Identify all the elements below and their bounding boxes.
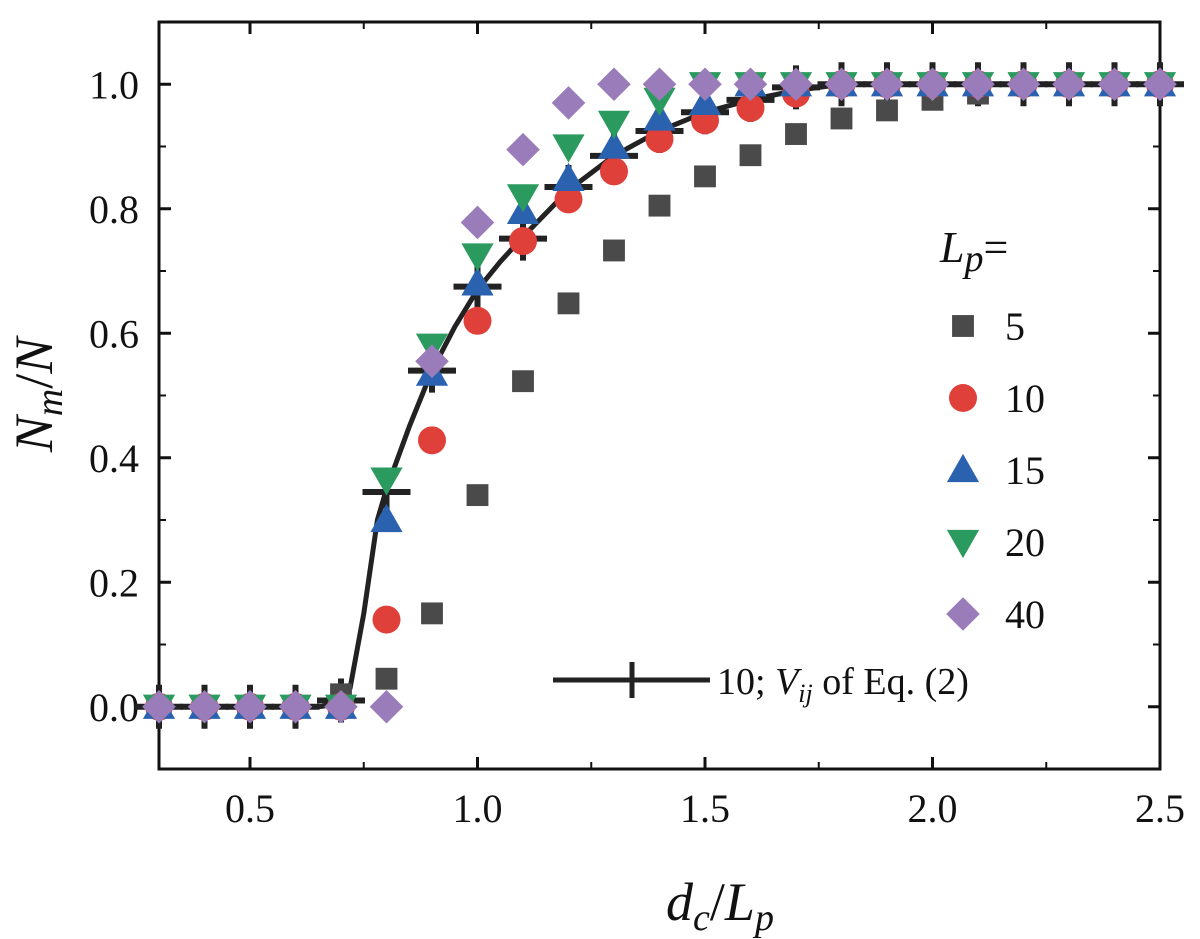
data-point bbox=[694, 165, 716, 188]
data-point bbox=[603, 239, 625, 262]
data-point bbox=[645, 125, 674, 154]
legend-marker bbox=[946, 529, 980, 559]
x-tick-label: 0.5 bbox=[225, 786, 275, 831]
legend: Lp= 5 10 15 20 40 bbox=[939, 223, 1045, 637]
x-tick-label: 2.0 bbox=[908, 786, 958, 831]
y-tick-label: 1.0 bbox=[89, 62, 139, 107]
data-point bbox=[461, 243, 494, 272]
legend-label: 15 bbox=[1005, 448, 1045, 493]
data-point bbox=[554, 185, 583, 214]
y-ticks: 0.0 0.2 0.4 0.6 0.8 1.0 bbox=[89, 62, 1160, 730]
data-point bbox=[461, 267, 494, 296]
data-point bbox=[643, 87, 676, 116]
legend-marker bbox=[949, 384, 977, 412]
data-point bbox=[370, 467, 403, 496]
data-point bbox=[552, 162, 585, 191]
fit-legend-label: 10; Vij of Eq. (2) bbox=[717, 661, 969, 708]
data-point bbox=[733, 67, 768, 102]
x-tick-label: 2.5 bbox=[1135, 786, 1185, 831]
data-point bbox=[739, 144, 762, 167]
data-point bbox=[961, 67, 995, 102]
data-point bbox=[369, 689, 404, 724]
x-ticks: 0.5 1.0 1.5 2.0 2.5 bbox=[225, 22, 1185, 831]
data-point bbox=[785, 123, 807, 145]
data-point bbox=[1143, 67, 1177, 102]
data-point bbox=[421, 602, 443, 625]
y-tick-label: 0.8 bbox=[89, 187, 139, 232]
legend-label: 20 bbox=[1005, 520, 1045, 565]
data-point bbox=[372, 605, 401, 634]
data-point bbox=[506, 132, 540, 167]
data-point bbox=[278, 689, 313, 724]
data-point bbox=[370, 503, 403, 533]
data-point bbox=[460, 205, 495, 240]
data-point bbox=[642, 67, 677, 102]
data-point bbox=[648, 194, 671, 217]
data-point bbox=[876, 99, 898, 122]
data-point bbox=[597, 110, 631, 139]
data-point bbox=[1052, 67, 1086, 102]
data-point bbox=[557, 292, 580, 315]
data-point bbox=[824, 67, 859, 102]
x-axis-label: dc/Lp bbox=[666, 872, 774, 939]
data-point bbox=[463, 306, 492, 335]
data-point bbox=[418, 426, 446, 455]
data-point bbox=[506, 184, 540, 213]
data-series bbox=[142, 67, 1177, 724]
series-40 bbox=[142, 67, 1177, 724]
data-point bbox=[551, 86, 586, 120]
data-point bbox=[870, 67, 904, 102]
data-point bbox=[597, 130, 631, 159]
data-point bbox=[512, 370, 534, 393]
legend-title: Lp= bbox=[939, 223, 1008, 280]
y-tick-label: 0.0 bbox=[89, 685, 139, 730]
legend-marker bbox=[946, 597, 980, 631]
data-point bbox=[187, 689, 222, 724]
data-point bbox=[466, 484, 489, 507]
data-point bbox=[779, 67, 813, 102]
data-point bbox=[688, 67, 722, 102]
data-point bbox=[1006, 67, 1041, 102]
data-point bbox=[233, 689, 267, 724]
data-point bbox=[830, 107, 853, 130]
legend-label: 10 bbox=[1005, 376, 1045, 421]
fit-legend: 10; Vij of Eq. (2) bbox=[553, 661, 969, 708]
data-point bbox=[324, 689, 358, 724]
data-point bbox=[375, 667, 398, 690]
data-point bbox=[915, 67, 950, 102]
y-tick-label: 0.2 bbox=[89, 560, 139, 605]
data-point bbox=[509, 227, 537, 256]
data-point bbox=[552, 134, 585, 163]
legend-marker bbox=[946, 453, 980, 483]
legend-label: 40 bbox=[1005, 592, 1045, 637]
legend-label: 5 bbox=[1005, 304, 1025, 349]
y-tick-label: 0.6 bbox=[89, 311, 139, 356]
y-tick-label: 0.4 bbox=[89, 436, 139, 481]
data-point bbox=[736, 93, 765, 122]
legend-items: 5 10 15 20 40 bbox=[946, 304, 1045, 637]
data-point bbox=[415, 344, 449, 379]
legend-marker bbox=[952, 315, 974, 337]
data-point bbox=[1097, 67, 1132, 102]
x-tick-label: 1.0 bbox=[453, 786, 503, 831]
x-tick-label: 1.5 bbox=[680, 786, 730, 831]
data-point bbox=[600, 157, 628, 186]
data-point bbox=[142, 689, 176, 724]
y-axis-label: Nm/N bbox=[4, 335, 71, 454]
data-point bbox=[643, 102, 676, 131]
data-point bbox=[597, 67, 631, 102]
